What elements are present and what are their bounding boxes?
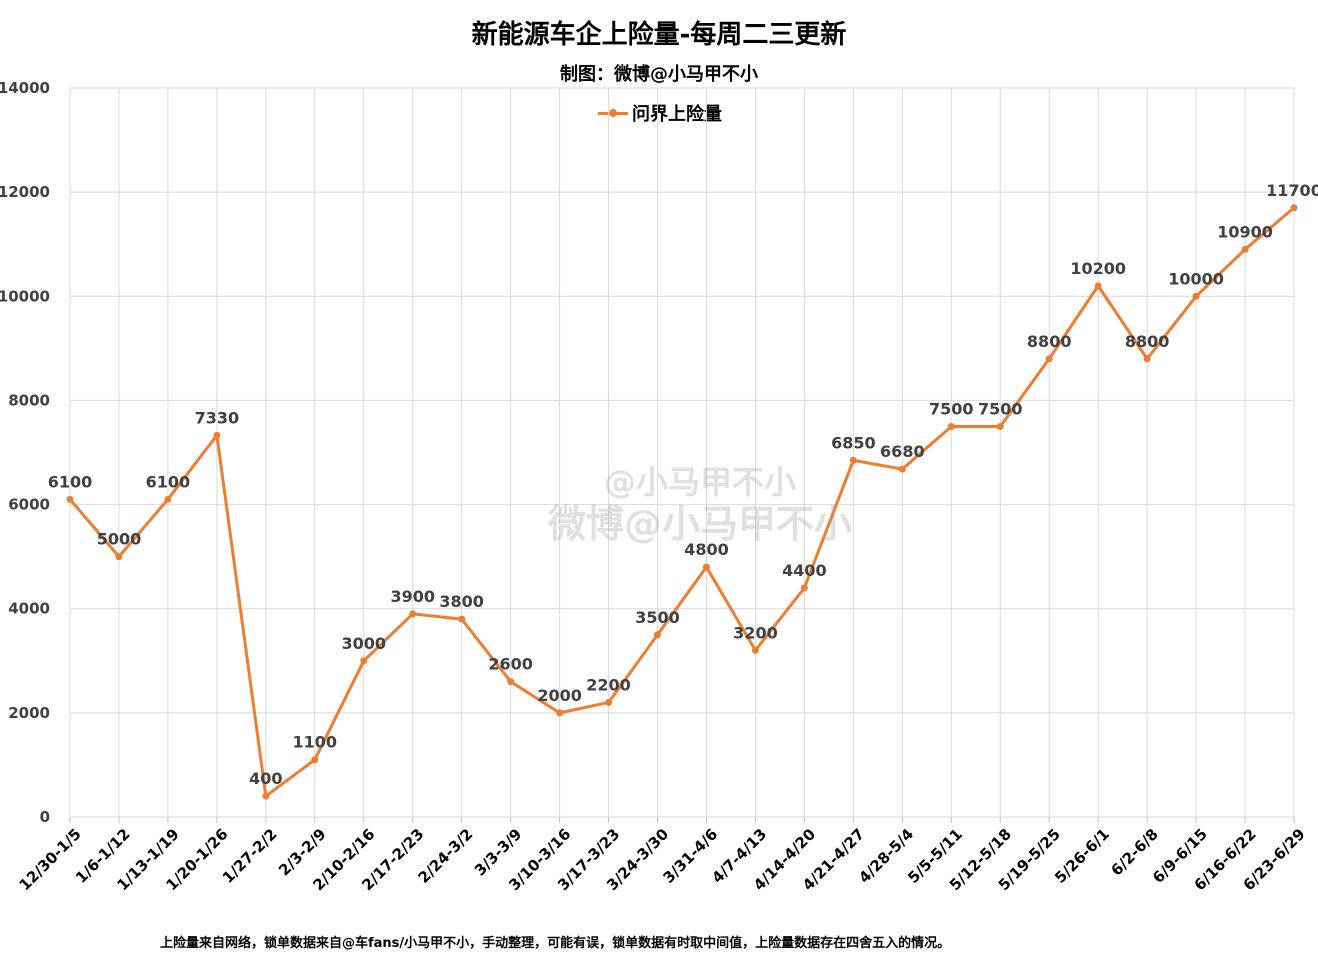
data-point xyxy=(1290,204,1298,212)
data-point xyxy=(1045,355,1053,363)
data-label: 7500 xyxy=(929,399,974,418)
data-point xyxy=(164,495,172,503)
chart-legend: 问界上险量 xyxy=(598,101,722,125)
data-point xyxy=(800,584,808,592)
data-label: 3800 xyxy=(439,592,484,611)
data-point xyxy=(507,678,515,686)
data-point xyxy=(1143,355,1151,363)
data-label: 8800 xyxy=(1027,332,1072,351)
y-tick-label: 2000 xyxy=(8,704,50,722)
data-point xyxy=(311,756,319,764)
data-point xyxy=(556,709,564,717)
data-point xyxy=(654,631,662,639)
data-label: 3900 xyxy=(390,587,435,606)
data-point xyxy=(213,431,221,439)
data-point xyxy=(1094,282,1102,290)
y-tick-label: 10000 xyxy=(0,287,50,305)
data-label: 6100 xyxy=(146,472,191,491)
data-label: 7330 xyxy=(195,408,240,427)
data-label: 8800 xyxy=(1125,332,1170,351)
data-point xyxy=(409,610,417,618)
y-tick-label: 8000 xyxy=(8,391,50,409)
data-label: 10900 xyxy=(1217,222,1273,241)
chart-title: 新能源车企上险量-每周二三更新 xyxy=(471,20,847,50)
y-tick-label: 12000 xyxy=(0,183,50,201)
data-point xyxy=(458,615,466,623)
y-tick-label: 6000 xyxy=(8,496,50,514)
data-label: 6680 xyxy=(880,442,925,461)
data-point xyxy=(898,465,906,473)
data-label: 6100 xyxy=(48,472,93,491)
y-tick-label: 4000 xyxy=(8,600,50,618)
data-point xyxy=(115,553,123,561)
data-point xyxy=(996,422,1004,430)
series-line xyxy=(68,206,1295,798)
data-label: 2600 xyxy=(488,655,533,674)
data-label: 2200 xyxy=(586,675,631,694)
data-label: 400 xyxy=(249,769,282,788)
data-label: 10200 xyxy=(1070,259,1126,278)
footnote: 上险量来自网络，锁单数据来自@车fans/小马甲不小，手动整理，可能有误，锁单数… xyxy=(160,936,951,951)
data-label: 6850 xyxy=(831,433,876,452)
chart-subtitle: 制图：微博@小马甲不小 xyxy=(560,64,758,85)
data-point xyxy=(751,646,759,654)
data-point xyxy=(605,698,613,706)
y-tick-label: 14000 xyxy=(0,79,50,97)
data-point xyxy=(1241,245,1249,253)
data-label: 4400 xyxy=(782,561,827,580)
data-point xyxy=(360,657,368,665)
data-point xyxy=(947,422,955,430)
data-label: 3200 xyxy=(733,623,778,642)
data-label: 4800 xyxy=(684,540,729,559)
data-label: 7500 xyxy=(978,399,1023,418)
data-point xyxy=(1192,292,1200,300)
y-tick-label: 0 xyxy=(40,808,50,826)
x-tick-label: 12/30-1/5 xyxy=(16,825,85,894)
data-point xyxy=(66,495,74,503)
data-label: 2000 xyxy=(537,686,582,705)
data-point xyxy=(849,456,857,464)
data-label: 3500 xyxy=(635,608,680,627)
legend-line-marker-icon xyxy=(598,103,628,123)
legend-label: 问界上险量 xyxy=(632,104,722,125)
data-label: 10000 xyxy=(1168,269,1224,288)
data-point xyxy=(702,563,710,571)
data-point xyxy=(262,792,270,800)
data-label: 11700 xyxy=(1266,181,1318,200)
data-label: 5000 xyxy=(97,530,142,549)
data-label: 1100 xyxy=(293,733,338,752)
data-label: 3000 xyxy=(341,634,386,653)
